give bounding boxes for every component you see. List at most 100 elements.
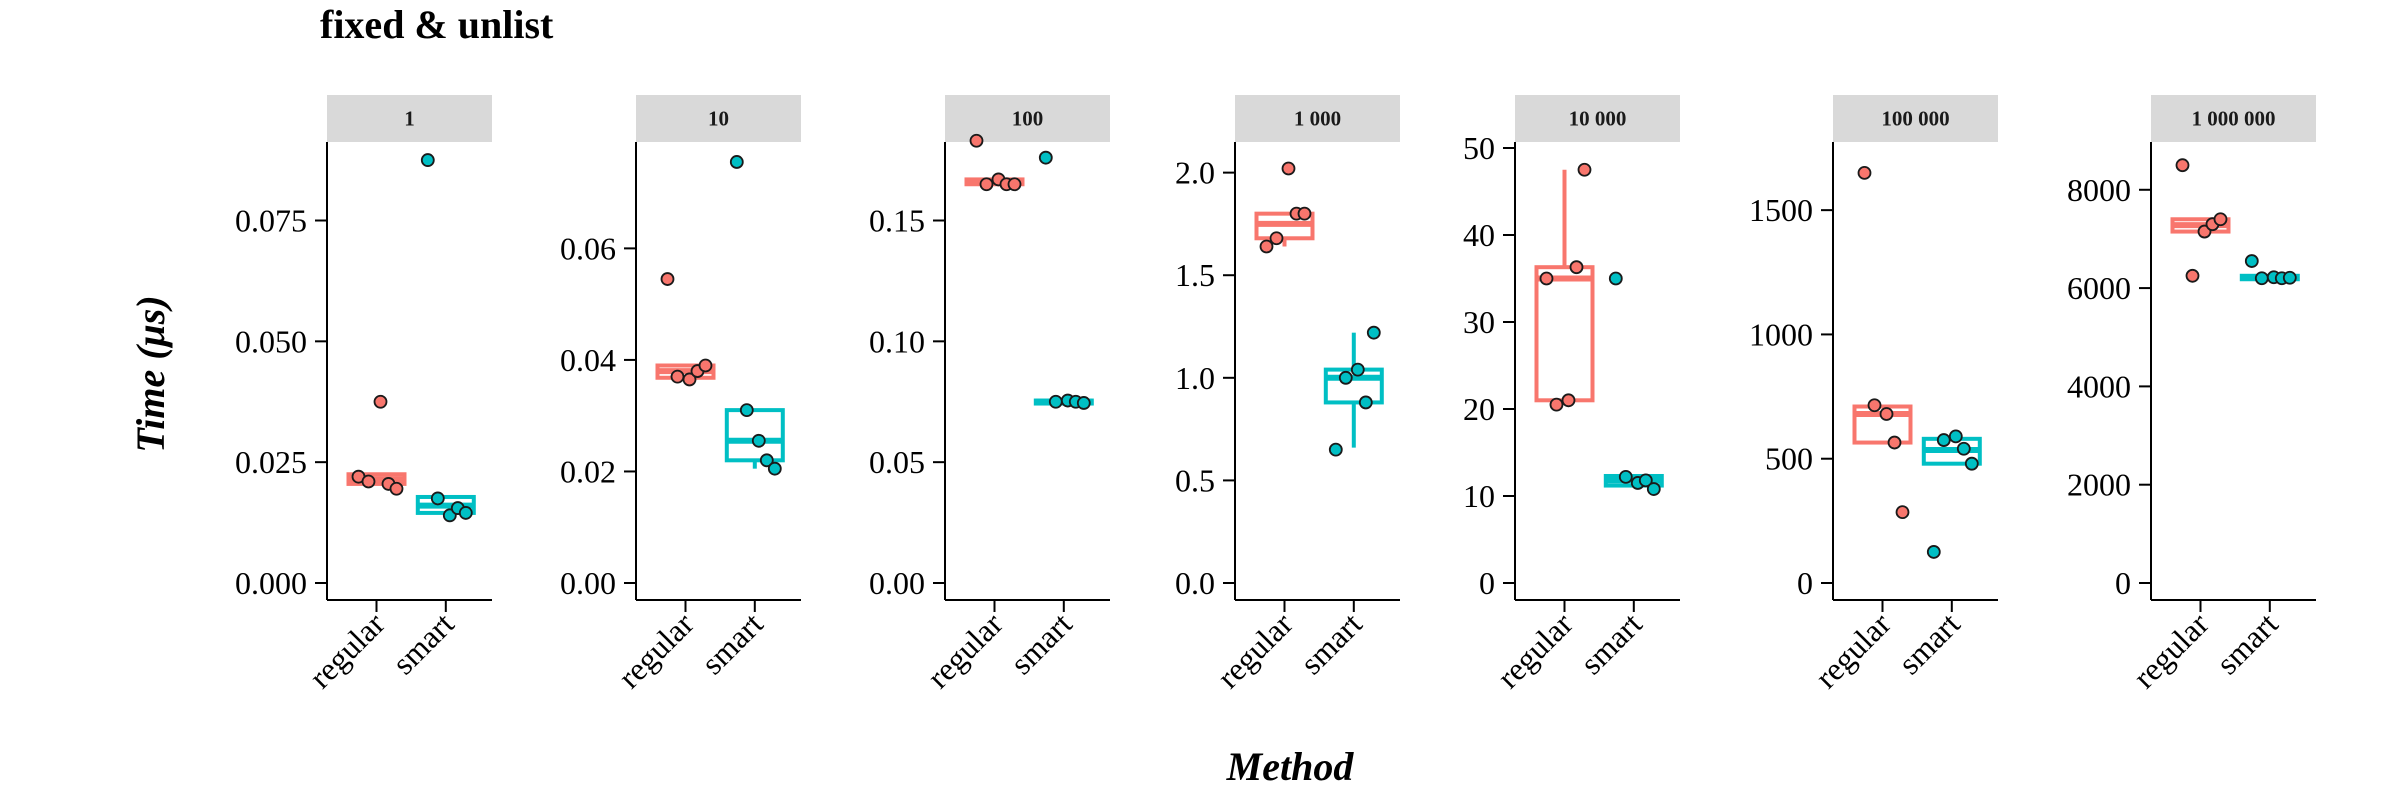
data-point-regular: [1297, 206, 1312, 221]
chart-title: fixed & unlist: [320, 2, 554, 47]
y-tick-label: 1000: [1749, 316, 1813, 352]
panel-strip: [636, 95, 801, 142]
data-point-regular: [1857, 165, 1872, 180]
data-point-regular: [660, 272, 675, 286]
x-tick-label-regular: regular: [920, 605, 1010, 695]
data-point-regular: [1879, 407, 1894, 421]
y-tick-label: 10: [1463, 478, 1495, 514]
x-tick-label-regular: regular: [611, 605, 701, 695]
data-point-smart: [1038, 150, 1053, 165]
y-tick-label: 0: [1797, 565, 1813, 601]
y-tick-label: 0.00: [869, 565, 925, 601]
data-point-regular: [2213, 212, 2228, 227]
data-point-smart: [1646, 482, 1661, 496]
data-point-smart: [1638, 473, 1653, 488]
data-point-smart: [1618, 469, 1633, 484]
y-tick-label: 0: [2115, 565, 2131, 601]
data-point-smart: [1608, 271, 1623, 286]
panel-strip: [2151, 95, 2316, 142]
y-tick-label: 2000: [2067, 467, 2131, 503]
panel-strip-label: 100 000: [1881, 107, 1949, 131]
y-tick-label: 0.075: [235, 203, 307, 239]
data-point-smart: [767, 461, 782, 476]
y-tick-label: 2.0: [1175, 155, 1215, 191]
y-tick-label: 1500: [1749, 192, 1813, 228]
x-tick-label-regular: regular: [1808, 605, 1898, 695]
data-point-smart: [1048, 394, 1063, 409]
x-tick-label-smart: smart: [1573, 605, 1649, 681]
y-tick-label: 1.5: [1175, 257, 1215, 293]
y-tick-label: 0.00: [560, 565, 616, 601]
panel-strip-label: 10: [708, 107, 729, 131]
data-point-regular: [1281, 161, 1296, 176]
data-point-smart: [1338, 370, 1353, 385]
data-point-smart: [1926, 545, 1941, 559]
data-point-smart: [2282, 270, 2297, 285]
data-point-smart: [1948, 429, 1963, 444]
data-point-smart: [729, 155, 744, 169]
data-point-regular: [1867, 398, 1882, 413]
data-point-regular: [969, 133, 984, 148]
box-body: [1534, 265, 1595, 403]
data-point-smart: [2254, 271, 2269, 286]
y-tick-label: 0.0: [1175, 565, 1215, 601]
data-point-regular: [1259, 239, 1274, 254]
data-point-smart: [1328, 442, 1343, 457]
data-point-regular: [1887, 435, 1902, 450]
x-tick-label-regular: regular: [1210, 605, 1300, 695]
data-point-regular: [1269, 231, 1284, 246]
x-tick-label-regular: regular: [2126, 605, 2216, 695]
data-point-regular: [1577, 162, 1592, 177]
y-tick-label: 0.025: [235, 444, 307, 480]
box-smart: [1323, 332, 1384, 448]
panel-strip: [327, 95, 492, 142]
data-point-regular: [2185, 268, 2200, 283]
y-tick-label: 0.04: [560, 342, 616, 378]
data-point-smart: [1350, 362, 1365, 377]
y-tick-label: 40: [1463, 217, 1495, 253]
x-tick-label-smart: smart: [1293, 605, 1369, 681]
x-tick-label-smart: smart: [1891, 605, 1967, 681]
data-point-smart: [759, 453, 774, 468]
data-point-regular: [682, 372, 697, 387]
y-tick-label: 30: [1463, 304, 1495, 340]
y-tick-label: 20: [1463, 391, 1495, 427]
y-axis-title: Time (μs): [128, 295, 173, 452]
y-tick-label: 500: [1765, 441, 1813, 477]
x-tick-label-smart: smart: [2209, 605, 2285, 681]
y-tick-label: 0.02: [560, 453, 616, 489]
data-point-smart: [1964, 456, 1979, 471]
data-point-regular: [1549, 397, 1564, 412]
y-tick-label: 8000: [2067, 172, 2131, 208]
data-point-smart: [1956, 441, 1971, 456]
data-point-regular: [361, 474, 376, 489]
y-tick-label: 0.05: [869, 444, 925, 480]
x-tick-label-regular: regular: [1490, 605, 1580, 695]
y-tick-label: 0.15: [869, 203, 925, 239]
data-point-regular: [698, 358, 713, 373]
data-point-smart: [1936, 433, 1951, 447]
data-point-smart: [420, 153, 435, 167]
y-tick-label: 0.5: [1175, 462, 1215, 498]
y-tick-label: 4000: [2067, 368, 2131, 404]
panel-strip: [945, 95, 1110, 142]
data-point-regular: [389, 481, 404, 496]
data-point-regular: [2175, 158, 2190, 173]
box-regular: [1534, 169, 1595, 403]
panel-strip: [1235, 95, 1400, 142]
data-point-smart: [430, 491, 445, 506]
data-point-smart: [1366, 325, 1381, 340]
y-tick-label: 1.0: [1175, 360, 1215, 396]
data-point-regular: [1539, 271, 1554, 286]
x-tick-label-smart: smart: [385, 605, 461, 681]
y-tick-label: 0: [1479, 565, 1495, 601]
data-point-smart: [1358, 395, 1373, 410]
x-tick-label-regular: regular: [302, 605, 392, 695]
